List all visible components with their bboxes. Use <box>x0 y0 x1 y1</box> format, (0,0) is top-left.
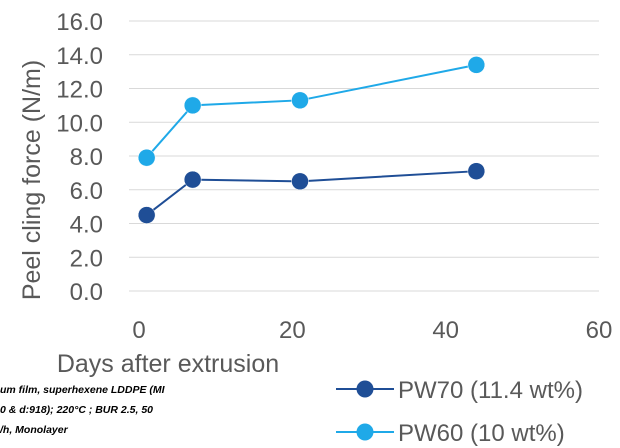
note-line-1: um film, superhexene LDDPE (MI <box>0 384 165 396</box>
gridlines <box>129 20 599 292</box>
series-1 <box>137 56 486 167</box>
note-line-3: /h, Monolayer <box>0 424 68 436</box>
data-point-0-3 <box>467 162 486 180</box>
x-tick-label-0: 0 <box>132 317 145 344</box>
note-line-2: 0 & d:918); 220°C ; BUR 2.5, 50 <box>0 404 154 416</box>
legend-item-1: PW60 (10 wt%) <box>336 420 565 447</box>
y-tick-label-8: 16.0 <box>56 9 103 36</box>
data-point-1-3 <box>467 56 486 74</box>
y-tick-label-3: 6.0 <box>70 178 103 205</box>
y-tick-label-1: 2.0 <box>70 245 103 272</box>
y-tick-label-6: 12.0 <box>56 77 103 104</box>
x-tick-label-1: 20 <box>279 317 306 344</box>
y-tick-label-2: 4.0 <box>70 212 103 239</box>
series-0 <box>137 162 486 224</box>
y-tick-label-4: 8.0 <box>70 144 103 171</box>
data-point-1-2 <box>291 91 309 110</box>
y-axis-ticks: 0.0 2.0 4.0 6.0 8.0 10.0 12.0 14.0 16.0 <box>56 9 103 306</box>
y-axis-label: Peel cling force (N/m) <box>18 60 46 300</box>
series-line-0 <box>146 170 477 216</box>
y-tick-label-5: 10.0 <box>56 110 103 137</box>
legend-label-1: PW60 (10 wt%) <box>398 420 565 447</box>
x-tick-label-2: 40 <box>432 317 459 344</box>
series-line-1 <box>145 63 477 159</box>
legend-marker-1 <box>356 423 374 441</box>
data-point-0-1 <box>183 170 202 189</box>
y-tick-label-0: 0.0 <box>70 279 103 306</box>
legend: PW70 (11.4 wt%) PW60 (10 wt%) <box>336 377 583 447</box>
x-axis-label: Days after extrusion <box>57 350 279 378</box>
legend-marker-0 <box>356 380 374 398</box>
data-point-1-1 <box>183 96 202 115</box>
data-point-0-0 <box>137 206 156 224</box>
x-axis-ticks: 0 20 40 60 <box>132 317 612 344</box>
x-tick-label-3: 60 <box>586 317 613 344</box>
legend-item-0: PW70 (11.4 wt%) <box>336 377 583 404</box>
y-tick-label-7: 14.0 <box>56 43 103 70</box>
data-point-1-0 <box>137 148 156 167</box>
data-point-0-2 <box>291 172 309 191</box>
series-layer <box>137 56 486 224</box>
legend-label-0: PW70 (11.4 wt%) <box>398 377 583 404</box>
